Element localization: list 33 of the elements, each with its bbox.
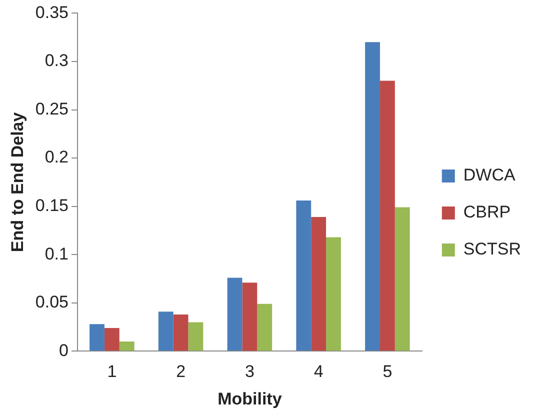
bar xyxy=(90,324,104,351)
x-tick-label: 2 xyxy=(176,362,186,382)
legend-label: DWCA xyxy=(463,166,516,185)
bar xyxy=(104,328,120,351)
bar xyxy=(394,207,410,351)
bar xyxy=(173,314,188,351)
legend-label: SCTSR xyxy=(463,240,522,259)
y-tick-label: 0.05 xyxy=(35,292,68,312)
y-tick-label: 0.25 xyxy=(35,99,68,118)
x-tick-label: 1 xyxy=(107,362,117,382)
bar xyxy=(326,237,341,351)
bar xyxy=(380,80,395,351)
y-tick-label: 0.1 xyxy=(44,244,68,264)
x-tick-label: 3 xyxy=(244,362,254,382)
bar xyxy=(296,200,312,351)
x-tick-label: 4 xyxy=(314,362,324,382)
legend-label: CBRP xyxy=(463,202,511,222)
y-tick-label: 0.3 xyxy=(44,51,68,70)
y-tick-label: 0.15 xyxy=(35,196,68,216)
bar xyxy=(227,278,242,351)
x-tick-label: 5 xyxy=(382,362,392,382)
x-axis-title: Mobility xyxy=(218,389,282,408)
y-tick-label: 0.35 xyxy=(35,2,68,22)
bar xyxy=(188,322,204,351)
bar xyxy=(119,342,134,351)
y-tick-label: 0.2 xyxy=(44,148,68,167)
y-axis-title: End to End Delay xyxy=(8,112,27,252)
bar xyxy=(158,312,174,351)
bar xyxy=(365,42,380,351)
bar xyxy=(257,304,272,351)
bar xyxy=(242,282,258,351)
bar xyxy=(311,216,326,351)
y-tick-label: 0 xyxy=(59,340,68,360)
